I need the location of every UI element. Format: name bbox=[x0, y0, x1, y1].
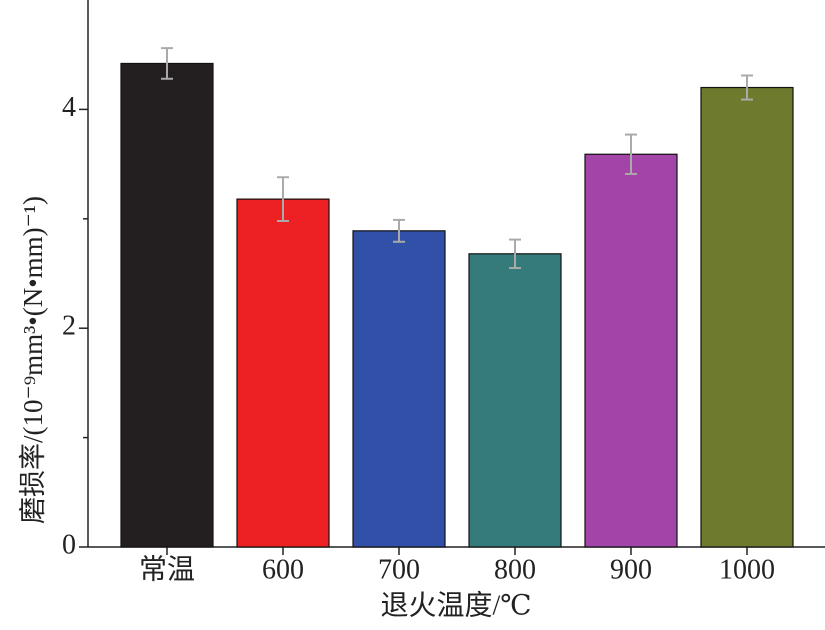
error-bar bbox=[393, 218, 405, 243]
bar bbox=[700, 86, 794, 548]
error-bar bbox=[741, 74, 753, 101]
error-bar bbox=[509, 238, 521, 270]
error-bar bbox=[161, 47, 173, 80]
x-tick-label: 常温 bbox=[139, 553, 195, 585]
bar bbox=[584, 153, 678, 548]
bar bbox=[352, 230, 446, 548]
y-tick-label: 0 bbox=[62, 529, 76, 560]
error-bar bbox=[277, 176, 289, 222]
y-tick-label: 4 bbox=[62, 92, 76, 123]
x-tick-label: 600 bbox=[262, 554, 304, 585]
bar bbox=[468, 253, 562, 548]
x-tick-label: 700 bbox=[378, 554, 420, 585]
x-tick-label: 800 bbox=[494, 554, 536, 585]
x-axis-label: 退火温度/℃ bbox=[380, 589, 531, 621]
x-tick-label: 1000 bbox=[719, 554, 775, 585]
bar bbox=[236, 198, 330, 548]
bar bbox=[120, 62, 214, 548]
y-axis-label: 磨损率/(10⁻⁹mm³•(N•mm)⁻¹) bbox=[18, 196, 48, 524]
y-tick-label: 2 bbox=[62, 311, 76, 342]
error-bar bbox=[625, 133, 637, 175]
x-tick-label: 900 bbox=[610, 554, 652, 585]
